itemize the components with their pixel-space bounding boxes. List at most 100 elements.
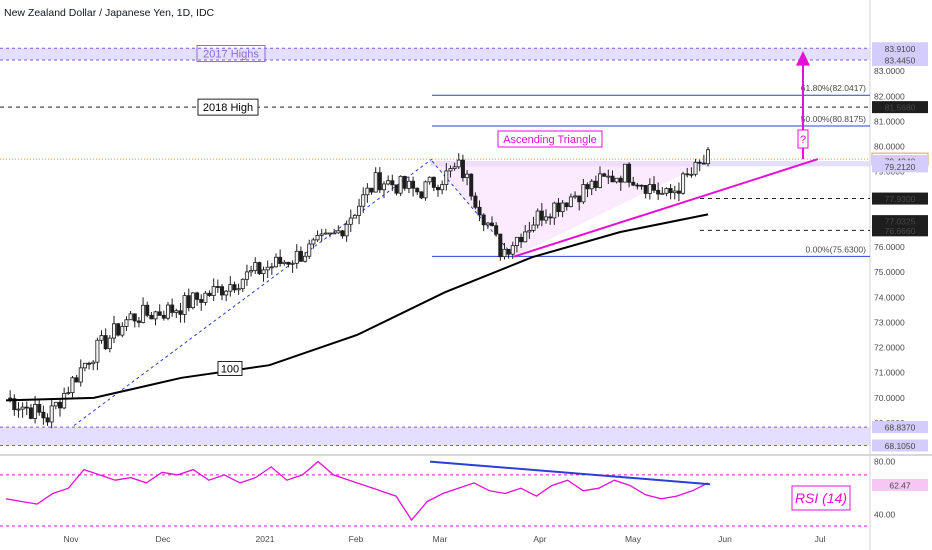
candle (498, 233, 503, 258)
fib-618-label: 61.80%(82.0417) (801, 83, 866, 93)
candle (402, 175, 407, 189)
candle (668, 188, 673, 194)
candle (244, 271, 249, 280)
candle (568, 196, 573, 208)
candle (174, 310, 179, 313)
candle (20, 406, 25, 410)
rsi-value: 62.47 (889, 480, 911, 490)
candle (157, 311, 162, 316)
candle (435, 187, 440, 191)
candle (332, 232, 337, 235)
candle (224, 290, 229, 296)
time-label: Feb (349, 534, 364, 544)
candle (53, 401, 58, 407)
candle (647, 184, 652, 194)
candle (506, 248, 511, 255)
time-label: Apr (533, 534, 546, 544)
candle (319, 233, 324, 236)
candle (593, 180, 598, 188)
candle (290, 262, 295, 265)
candle (132, 313, 137, 322)
price-tick: 83.0000 (874, 66, 905, 76)
candle (361, 194, 366, 207)
candle (614, 177, 619, 183)
candle (465, 173, 470, 179)
candle (369, 187, 374, 193)
breakout-arrow-head (796, 51, 810, 66)
candle (12, 398, 17, 411)
candle (136, 320, 141, 323)
candle (207, 292, 212, 296)
candle (153, 311, 158, 320)
trend-dashed (73, 158, 433, 426)
candle (236, 288, 241, 291)
triangle-fill (432, 161, 710, 257)
candle (610, 175, 615, 183)
candle (589, 180, 594, 190)
candle (377, 172, 382, 191)
candle (390, 180, 395, 186)
price-tag: 68.8370 (885, 423, 916, 433)
candle (452, 166, 457, 170)
candle (37, 404, 42, 413)
price-tick: 73.0000 (874, 317, 905, 327)
price-tick: 81.0000 (874, 116, 905, 126)
candle (444, 170, 449, 185)
candle (286, 261, 291, 265)
question-label: ? (800, 134, 806, 146)
candle (253, 262, 258, 271)
candle (560, 202, 565, 213)
candle (539, 210, 544, 221)
time-label: Dec (155, 534, 171, 544)
price-tag: 77.9300 (885, 194, 916, 204)
candle (697, 161, 702, 164)
candle (456, 159, 461, 168)
candle (128, 313, 133, 321)
candle (165, 304, 170, 319)
candle (643, 185, 648, 194)
candle (141, 304, 146, 323)
candle (556, 202, 561, 213)
candle (336, 230, 341, 234)
candle (415, 187, 420, 193)
candle (45, 417, 50, 423)
price-tag-bg (872, 42, 928, 55)
candle (672, 190, 677, 194)
candle (622, 163, 627, 183)
candle (598, 173, 603, 188)
candle (58, 401, 63, 409)
ma-100-line (5, 213, 709, 402)
time-label: Jul (815, 534, 826, 544)
candle (344, 223, 349, 237)
candle (473, 195, 478, 208)
candle (219, 286, 224, 296)
time-label: Jun (718, 534, 732, 544)
candle (519, 236, 524, 243)
candle (203, 292, 208, 303)
candle (186, 295, 191, 309)
triangle-label-box (497, 130, 603, 148)
candle (16, 408, 21, 411)
candle (681, 173, 686, 194)
candle (228, 284, 233, 292)
candle (303, 255, 308, 262)
candle (124, 319, 129, 327)
candle (70, 377, 75, 394)
candle (639, 184, 644, 187)
candle (294, 250, 299, 264)
price-tick: 72.0000 (874, 343, 905, 353)
candle (689, 173, 694, 176)
candle (373, 172, 378, 193)
candle (531, 224, 536, 231)
candle (28, 407, 33, 419)
rsi-tick: 40.00 (874, 510, 896, 520)
candle (307, 243, 312, 257)
fib-50-label: 50.00%(80.8175) (801, 114, 866, 124)
triangle-support (513, 158, 819, 258)
candle (269, 266, 274, 269)
candle (386, 180, 391, 185)
candle (394, 184, 399, 194)
candle (278, 256, 283, 264)
candle (502, 248, 507, 258)
candle (365, 187, 370, 196)
